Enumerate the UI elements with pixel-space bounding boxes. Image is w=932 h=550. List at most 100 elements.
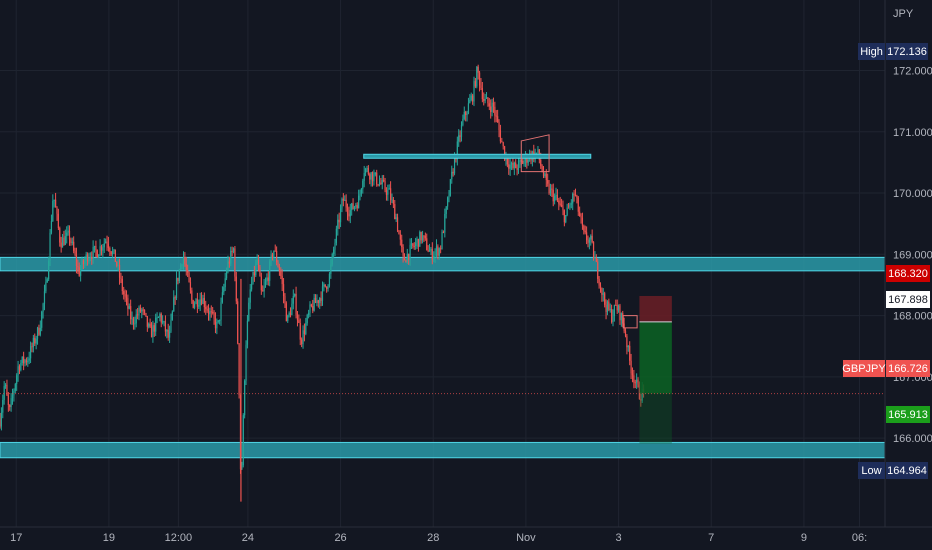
- target-badge: 165.913: [886, 406, 930, 423]
- candle-body: [416, 238, 418, 243]
- candle-body: [301, 339, 303, 345]
- candle-body: [217, 320, 219, 322]
- candle-body: [224, 278, 226, 288]
- candle-body: [102, 247, 104, 251]
- candle-body: [128, 306, 130, 309]
- candle-body: [202, 298, 204, 304]
- price-tick-label: 171.000: [893, 127, 932, 139]
- time-tick-label: 3: [616, 532, 622, 544]
- candle-body: [509, 164, 511, 169]
- candle-body: [181, 264, 183, 266]
- candle-body: [118, 264, 121, 278]
- stop-value: 168.320: [888, 268, 928, 280]
- entry-badge: 167.898: [886, 291, 930, 308]
- candle-body: [423, 235, 425, 237]
- candle-body: [376, 172, 378, 185]
- candle-body: [244, 380, 246, 416]
- candle-body: [276, 250, 278, 263]
- candle-body: [282, 284, 285, 297]
- candle-body: [170, 319, 172, 332]
- candle-body: [114, 249, 116, 262]
- candle-body: [410, 243, 413, 245]
- candle-body: [245, 344, 247, 381]
- candle-body: [242, 415, 244, 466]
- candle-body: [173, 297, 175, 312]
- candle-body: [125, 296, 128, 299]
- time-tick-label: 26: [334, 532, 346, 544]
- candle-body: [178, 269, 180, 281]
- drawing-tools[interactable]: [363, 134, 638, 329]
- candle-body: [49, 232, 51, 262]
- candle-body: [278, 266, 281, 272]
- candle-body: [168, 331, 171, 338]
- candle-body: [508, 164, 510, 169]
- candle-body: [485, 97, 488, 99]
- candle-body: [75, 254, 78, 267]
- candle-body: [216, 321, 218, 329]
- candle-body: [608, 301, 610, 310]
- candle-body: [267, 277, 269, 281]
- candle-body: [111, 250, 114, 255]
- candle-body: [497, 116, 499, 123]
- price-tick-label: 168.000: [893, 311, 932, 323]
- candle-body: [452, 171, 454, 174]
- candle-body: [96, 250, 98, 258]
- candle-body: [428, 250, 431, 252]
- candle-body: [542, 171, 545, 176]
- candle-body: [259, 267, 261, 277]
- stop-badge: 168.320: [886, 265, 930, 282]
- price-value: 166.726: [888, 363, 928, 375]
- candle-body: [85, 254, 87, 261]
- candle-body: [469, 100, 471, 104]
- candle-body: [20, 362, 22, 370]
- candle-body: [577, 197, 579, 212]
- price-scale[interactable]: [885, 0, 932, 527]
- candle-body: [360, 188, 363, 194]
- candle-body: [370, 172, 372, 180]
- candle-body: [209, 311, 211, 315]
- candle-body: [198, 305, 200, 307]
- sr-zones[interactable]: [0, 256, 886, 459]
- candle-body: [626, 336, 628, 348]
- candle-body: [143, 310, 146, 313]
- candle-body: [234, 248, 236, 277]
- candle-body: [601, 287, 603, 295]
- candle-body: [523, 160, 525, 164]
- candle-body: [274, 250, 276, 252]
- candle-body: [252, 272, 254, 284]
- candle-body: [599, 285, 602, 288]
- candle-body: [4, 384, 7, 387]
- candle-body: [203, 298, 205, 308]
- short-position-tool[interactable]: [0, 295, 885, 444]
- candle-body: [174, 297, 176, 299]
- candle-body: [345, 199, 347, 208]
- candle-body: [292, 296, 294, 304]
- candle-body: [438, 248, 440, 256]
- candle-body: [124, 294, 126, 297]
- candle-body: [210, 311, 212, 313]
- profit-zone: [639, 393, 672, 444]
- candle-body: [515, 162, 517, 169]
- candle-body: [106, 241, 108, 244]
- candle-body: [61, 237, 64, 248]
- symbol-tag: GBPJPY: [842, 363, 886, 375]
- candle-body: [231, 250, 233, 252]
- candle-body: [192, 300, 194, 308]
- candle-body: [285, 303, 287, 322]
- candle-body: [212, 312, 214, 314]
- sr-zone: [0, 256, 886, 272]
- candle-body: [492, 102, 495, 107]
- candle-body: [640, 399, 642, 401]
- candle-body: [260, 276, 262, 291]
- candle-body: [396, 217, 399, 231]
- candle-body: [587, 240, 589, 243]
- time-scale[interactable]: [0, 527, 932, 550]
- candle-body: [342, 198, 344, 201]
- candle-body: [473, 81, 475, 102]
- candle-body: [631, 373, 634, 376]
- candle-body: [313, 297, 315, 311]
- flag-pattern: [622, 315, 638, 329]
- candle-body: [427, 249, 429, 252]
- candle-body: [277, 262, 279, 267]
